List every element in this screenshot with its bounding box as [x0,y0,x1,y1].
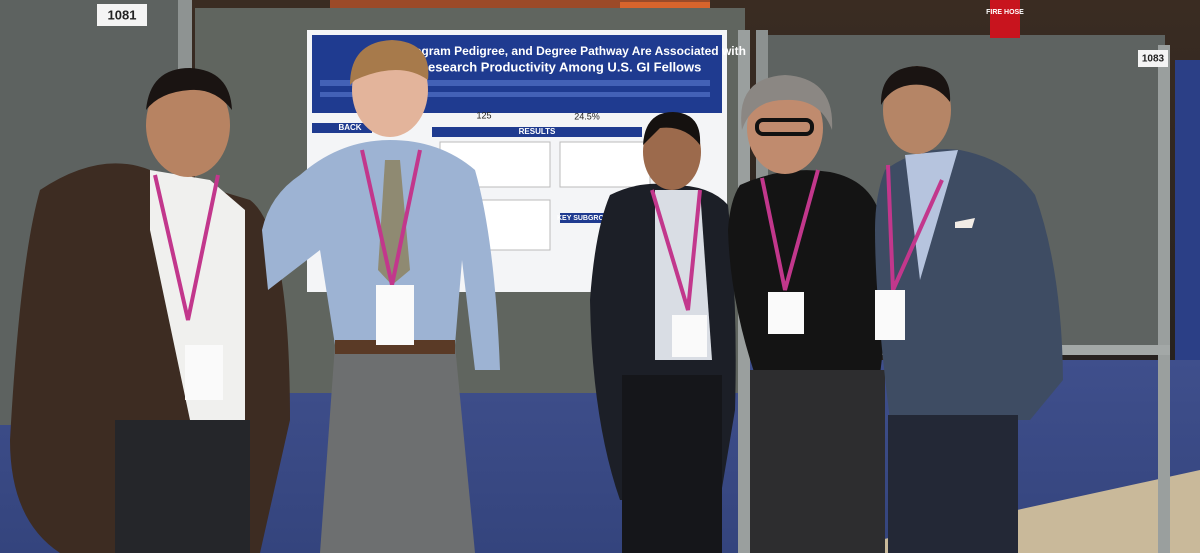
board-post [1158,45,1170,553]
badge [376,285,414,345]
lanyard [650,189,702,311]
fire-hose-sign [990,0,1020,38]
poster-figure [559,141,651,188]
poster-section: BACK [338,123,361,132]
person-hair [643,112,701,145]
person-pants [115,420,250,553]
person-hair [146,68,232,110]
booth-number: 1081 [108,7,137,22]
poster-section: KEY SUBGROU [557,215,609,222]
person-pants [320,345,475,553]
neighbor-poster [1175,60,1200,360]
poster-stat: 125 [476,110,491,120]
poster-title: age, Program Pedigree, and Degree Pathwa… [374,44,746,58]
glasses [755,118,814,136]
person-head [643,114,701,190]
lanyard [153,174,220,321]
fire-hose-label: FIRE HOSE [986,9,1024,16]
person-pants [750,370,885,553]
person-hair [741,75,833,130]
person-hair [880,66,951,105]
person-hair [350,40,429,85]
poster-figure [479,199,551,251]
person-sweater [728,170,885,375]
booth-number: 1083 [1142,54,1165,65]
poster-section-bar [312,123,372,133]
belt [335,340,455,354]
poster-authors [320,92,710,97]
poster-section: RESULTS [519,127,556,136]
badge [185,345,223,400]
person-shirt [905,150,958,280]
person-pants [888,415,1018,553]
badge [672,315,707,357]
poster-authors [320,80,710,86]
person-head [747,82,823,174]
booth-sign [1138,50,1168,67]
badge [768,292,804,334]
poster-section-bar [560,213,635,223]
booth-sign [97,4,147,26]
badge [875,290,905,340]
poster-title: Research Productivity Among U.S. GI Fell… [419,59,702,74]
lanyard [760,169,820,291]
poster-section-bar [432,127,642,137]
poster-stat: 24.5% [574,111,600,121]
person-pants [622,375,722,553]
pocket-square [955,218,975,228]
person-head [146,73,230,177]
